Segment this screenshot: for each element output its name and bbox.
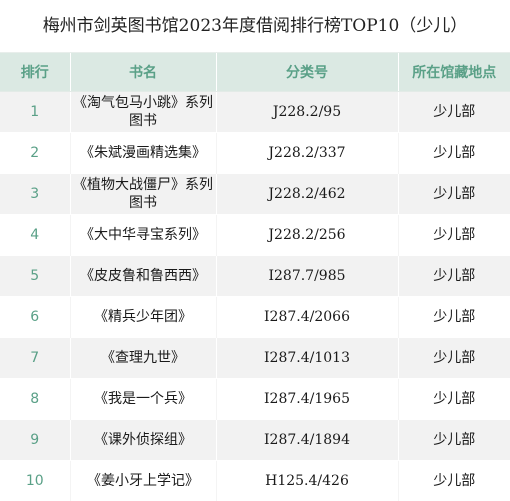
rank-cell: 8 xyxy=(0,379,70,420)
table-row: 6 《精兵少年团》 I287.4/2066 少儿部 xyxy=(0,297,510,338)
table-row: 5 《皮皮鲁和鲁西西》 I287.7/985 少儿部 xyxy=(0,256,510,297)
table-row: 3 《植物大战僵尸》系列图书 J228.2/462 少儿部 xyxy=(0,174,510,215)
header-rank: 排行 xyxy=(0,53,70,92)
table-row: 4 《大中华寻宝系列》 J228.2/256 少儿部 xyxy=(0,215,510,256)
call-number-cell: J228.2/256 xyxy=(216,215,398,256)
table-row: 8 《我是一个兵》 I287.4/1965 少儿部 xyxy=(0,379,510,420)
location-cell: 少儿部 xyxy=(398,92,510,133)
table-row: 7 《查理九世》 I287.4/1013 少儿部 xyxy=(0,338,510,379)
rank-cell: 4 xyxy=(0,215,70,256)
location-cell: 少儿部 xyxy=(398,338,510,379)
title-cell: 《精兵少年团》 xyxy=(70,297,216,338)
ranking-table: 排行 书名 分类号 所在馆藏地点 1 《淘气包马小跳》系列图书 J228.2/9… xyxy=(0,52,510,501)
call-number-cell: J228.2/337 xyxy=(216,133,398,174)
header-title: 书名 xyxy=(70,53,216,92)
table-header: 排行 书名 分类号 所在馆藏地点 xyxy=(0,53,510,92)
location-cell: 少儿部 xyxy=(398,133,510,174)
rank-cell: 5 xyxy=(0,256,70,297)
title-cell: 《植物大战僵尸》系列图书 xyxy=(70,174,216,215)
header-location: 所在馆藏地点 xyxy=(398,53,510,92)
rank-cell: 2 xyxy=(0,133,70,174)
location-cell: 少儿部 xyxy=(398,256,510,297)
location-cell: 少儿部 xyxy=(398,215,510,256)
title-cell: 《课外侦探组》 xyxy=(70,420,216,461)
title-cell: 《朱斌漫画精选集》 xyxy=(70,133,216,174)
title-cell: 《皮皮鲁和鲁西西》 xyxy=(70,256,216,297)
location-cell: 少儿部 xyxy=(398,420,510,461)
table-row: 2 《朱斌漫画精选集》 J228.2/337 少儿部 xyxy=(0,133,510,174)
rank-cell: 9 xyxy=(0,420,70,461)
title-cell: 《我是一个兵》 xyxy=(70,379,216,420)
location-cell: 少儿部 xyxy=(398,379,510,420)
call-number-cell: H125.4/426 xyxy=(216,461,398,501)
header-row: 排行 书名 分类号 所在馆藏地点 xyxy=(0,53,510,92)
table-row: 9 《课外侦探组》 I287.4/1894 少儿部 xyxy=(0,420,510,461)
table-row: 10 《姜小牙上学记》 H125.4/426 少儿部 xyxy=(0,461,510,501)
call-number-cell: I287.7/985 xyxy=(216,256,398,297)
rank-cell: 1 xyxy=(0,92,70,133)
call-number-cell: I287.4/1965 xyxy=(216,379,398,420)
title-cell: 《大中华寻宝系列》 xyxy=(70,215,216,256)
call-number-cell: J228.2/95 xyxy=(216,92,398,133)
rank-cell: 10 xyxy=(0,461,70,501)
location-cell: 少儿部 xyxy=(398,461,510,501)
header-call-number: 分类号 xyxy=(216,53,398,92)
rank-cell: 6 xyxy=(0,297,70,338)
call-number-cell: I287.4/2066 xyxy=(216,297,398,338)
rank-cell: 7 xyxy=(0,338,70,379)
title-cell: 《淘气包马小跳》系列图书 xyxy=(70,92,216,133)
title-cell: 《姜小牙上学记》 xyxy=(70,461,216,501)
location-cell: 少儿部 xyxy=(398,297,510,338)
call-number-cell: I287.4/1013 xyxy=(216,338,398,379)
location-cell: 少儿部 xyxy=(398,174,510,215)
call-number-cell: J228.2/462 xyxy=(216,174,398,215)
title-cell: 《查理九世》 xyxy=(70,338,216,379)
table-row: 1 《淘气包马小跳》系列图书 J228.2/95 少儿部 xyxy=(0,92,510,133)
table-body: 1 《淘气包马小跳》系列图书 J228.2/95 少儿部 2 《朱斌漫画精选集》… xyxy=(0,92,510,501)
call-number-cell: I287.4/1894 xyxy=(216,420,398,461)
rank-cell: 3 xyxy=(0,174,70,215)
page-title: 梅州市剑英图书馆2023年度借阅排行榜TOP10（少儿） xyxy=(0,0,510,52)
